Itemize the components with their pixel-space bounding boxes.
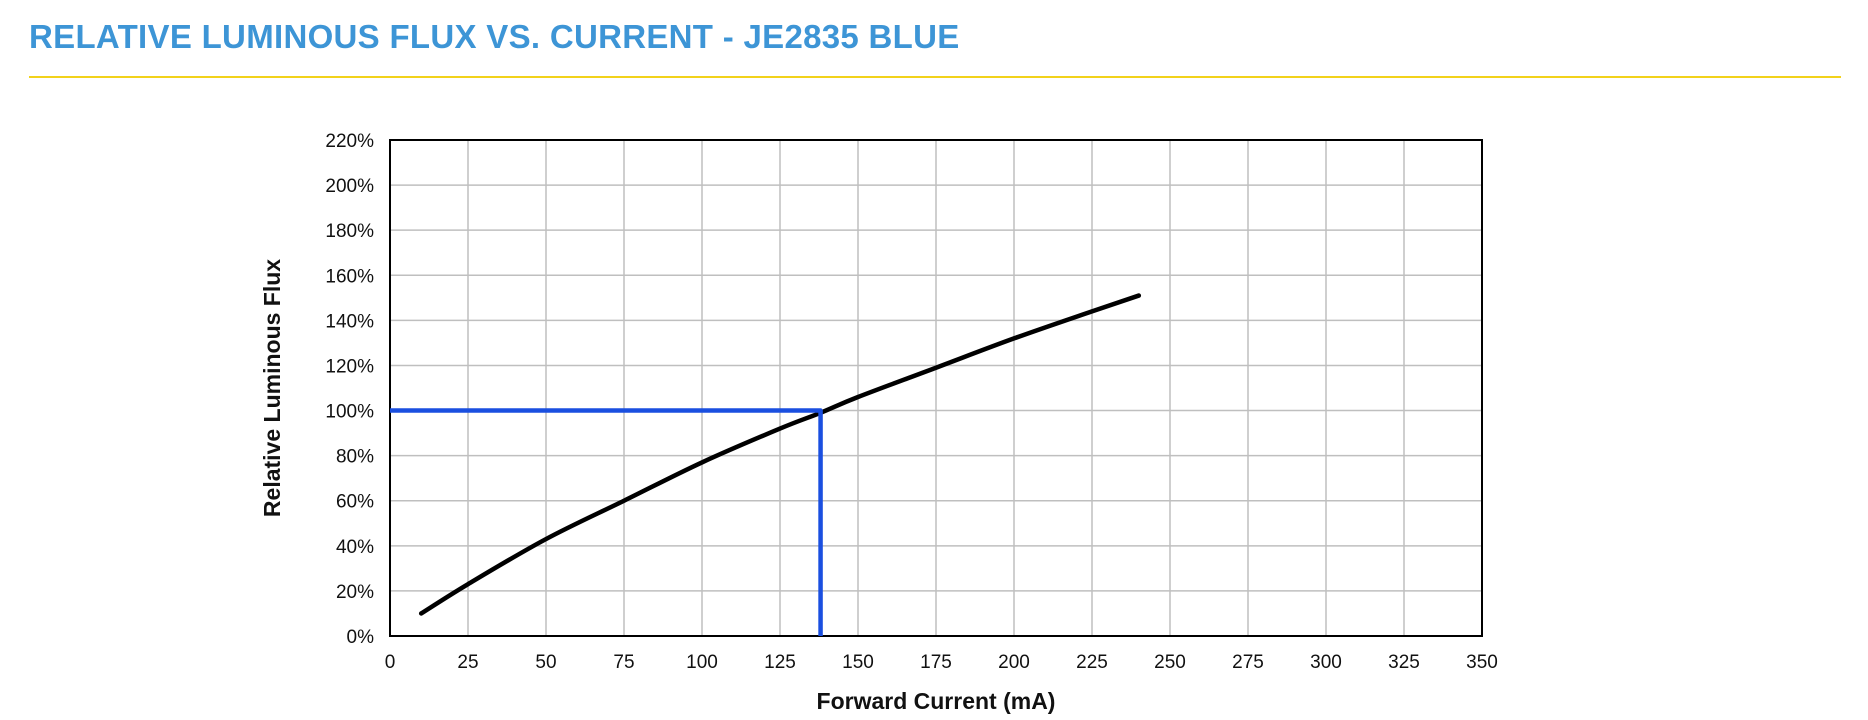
grid bbox=[390, 140, 1482, 636]
y-axis-label: Relative Luminous Flux bbox=[259, 259, 285, 517]
x-tick-labels: 0 25 50 75 100 125 150 175 200 225 250 275 300 325 350 bbox=[385, 652, 1498, 673]
y-tick-label: 120% bbox=[325, 356, 374, 377]
y-tick-label: 180% bbox=[325, 221, 374, 242]
y-tick-label: 100% bbox=[325, 402, 374, 423]
y-tick-label: 160% bbox=[325, 266, 374, 287]
y-tick-label: 0% bbox=[347, 627, 375, 648]
y-tick-label: 20% bbox=[336, 582, 374, 603]
y-tick-label: 60% bbox=[336, 492, 374, 513]
x-tick-label: 325 bbox=[1388, 652, 1420, 673]
x-tick-label: 100 bbox=[686, 652, 718, 673]
x-tick-label: 50 bbox=[535, 652, 556, 673]
x-tick-label: 125 bbox=[764, 652, 796, 673]
x-tick-label: 25 bbox=[457, 652, 478, 673]
y-tick-label: 80% bbox=[336, 447, 374, 468]
x-tick-label: 250 bbox=[1154, 652, 1186, 673]
x-tick-label: 75 bbox=[613, 652, 634, 673]
reference-lines bbox=[390, 408, 823, 636]
x-tick-label: 225 bbox=[1076, 652, 1108, 673]
y-tick-label: 40% bbox=[336, 537, 374, 558]
x-tick-label: 300 bbox=[1310, 652, 1342, 673]
x-tick-label: 275 bbox=[1232, 652, 1264, 673]
x-tick-label: 150 bbox=[842, 652, 874, 673]
x-axis-label: Forward Current (mA) bbox=[817, 688, 1056, 714]
series-line bbox=[418, 293, 1142, 616]
y-tick-label: 140% bbox=[325, 311, 374, 332]
x-tick-label: 350 bbox=[1466, 652, 1498, 673]
x-tick-label: 200 bbox=[998, 652, 1030, 673]
y-tick-labels: 0% 20% 40% 60% 80% 100% 120% 140% 160% 180% 200% 22… bbox=[325, 131, 374, 648]
x-tick-label: 0 bbox=[385, 652, 396, 673]
chart-title: RELATIVE LUMINOUS FLUX VS. CURRENT - JE2… bbox=[29, 18, 960, 55]
y-tick-label: 200% bbox=[325, 176, 374, 197]
title-divider bbox=[29, 76, 1841, 78]
plot-frame bbox=[389, 139, 1483, 637]
y-tick-label: 220% bbox=[325, 131, 374, 152]
x-tick-label: 175 bbox=[920, 652, 952, 673]
